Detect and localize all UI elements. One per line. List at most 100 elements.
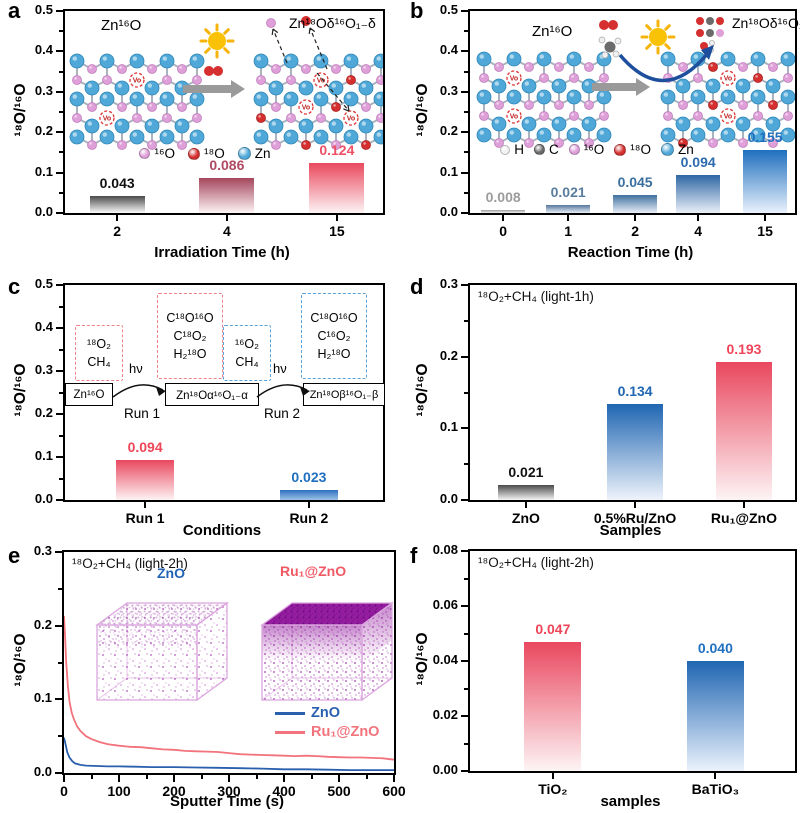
x-tick xyxy=(228,775,230,782)
x-tick xyxy=(634,502,637,508)
y-tick-label: 0.0 xyxy=(34,204,53,219)
y-tick-label: 0.3 xyxy=(34,362,53,377)
panel-c: c ¹⁸O/¹⁶O ¹⁸O₂ CH₄ C¹⁸O¹⁶O C¹⁸O₂ H₂¹⁸O ¹… xyxy=(0,272,400,544)
y-tick-label: 0.2 xyxy=(439,347,458,363)
crystal-lattice-illustration: Vo Vo Vo Vo xyxy=(476,17,795,148)
bar-Ru₁@ZnO xyxy=(715,361,772,500)
legend-item: ¹⁶O xyxy=(139,146,175,161)
x-tick-label: 100 xyxy=(107,783,131,799)
crystal-lattice-illustration: Vo Vo Vo Vo Vo xyxy=(69,16,383,150)
y-tick-label: 0.1 xyxy=(439,163,458,179)
bar-value-label: 0.021 xyxy=(508,463,544,480)
y-tick xyxy=(56,327,63,329)
legend-item: Zn xyxy=(661,142,694,157)
y-minor-tick xyxy=(464,687,468,690)
y-tick xyxy=(461,50,468,53)
x-tick-label: 600 xyxy=(382,783,406,799)
legend-item: C xyxy=(533,142,559,157)
x-axis-title: Conditions xyxy=(182,522,262,539)
y-tick-label: 0.00 xyxy=(432,762,458,777)
y-tick-label: 0.0 xyxy=(34,491,53,506)
legend-label: C xyxy=(548,142,559,157)
legend-label: H xyxy=(514,142,524,157)
legend-item: ¹⁸O xyxy=(188,146,225,161)
x-tick-label: 0.5%Ru/ZnO xyxy=(593,510,677,526)
ru-zno-line-swatch xyxy=(275,730,305,734)
y-minor-tick xyxy=(58,661,62,664)
line-legend: ZnO Ru₁@ZnO xyxy=(275,705,379,740)
line-series-ZnO xyxy=(64,737,394,772)
y-tick xyxy=(55,551,62,553)
svg-text:Vo: Vo xyxy=(510,76,518,83)
x-tick-label: Run 2 xyxy=(289,510,329,526)
y-tick xyxy=(56,212,63,214)
panel-a: a ¹⁸O/¹⁶O Vo Vo Vo Vo Vo Zn¹⁶O Zn¹⁸Oδ¹⁶O₁₋δ … xyxy=(0,0,400,272)
bar-value-label: 0.094 xyxy=(680,154,716,171)
x-tick-label: 2 xyxy=(631,223,639,239)
legend-item: Zn xyxy=(237,146,271,161)
y-minor-tick xyxy=(58,735,62,738)
line-chart-canvas xyxy=(64,616,394,772)
bar-ZnO xyxy=(497,484,554,500)
x-minor-tick xyxy=(90,775,93,779)
x-axis-title: samples xyxy=(600,793,661,810)
y-tick xyxy=(56,171,63,174)
x-tick xyxy=(63,775,65,782)
legend-label: ¹⁶O xyxy=(154,146,176,161)
y-minor-tick xyxy=(59,111,63,113)
bar-value-label: 0.043 xyxy=(99,174,135,191)
x-tick xyxy=(307,502,310,508)
catalyst-box-after-run1: Zn¹⁸Oα¹⁶O₁₋α xyxy=(165,383,259,406)
crystal-label-left: Zn¹⁶O xyxy=(101,17,142,34)
plot-title: ¹⁸O₂+CH₄ (light-2h) xyxy=(478,555,594,570)
bar-value-label: 0.086 xyxy=(209,157,245,174)
svg-text:Vo: Vo xyxy=(133,78,141,85)
zn-sphere-icon xyxy=(661,143,674,156)
x-tick-label: Ru₁@ZnO xyxy=(710,510,778,526)
svg-text:Vo: Vo xyxy=(510,114,518,121)
y-minor-tick xyxy=(59,348,63,351)
x-tick xyxy=(118,775,120,782)
y-tick-label: 0.1 xyxy=(34,163,53,179)
plot-area-c: ¹⁸O₂ CH₄ C¹⁸O¹⁶O C¹⁸O₂ H₂¹⁸O ¹⁶O₂ CH₄ C¹… xyxy=(35,276,385,526)
y-tick xyxy=(56,284,63,286)
c-sphere-icon xyxy=(533,144,545,155)
y-tick xyxy=(55,698,62,701)
y-tick xyxy=(461,770,468,772)
x-tick xyxy=(335,215,338,221)
y-tick-label: 0.06 xyxy=(432,597,458,612)
y-minor-tick xyxy=(464,70,468,73)
formula: CH₄ xyxy=(235,355,259,369)
panel-letter-f: f xyxy=(410,543,418,568)
legend-label: Zn xyxy=(254,146,271,161)
y-tick-label: 0.3 xyxy=(439,82,458,98)
products-box-run2: C¹⁸O¹⁶O C¹⁶O₂ H₂¹⁸O xyxy=(301,293,367,379)
bar-0.5%Ru/ZnO xyxy=(607,403,664,500)
y-tick xyxy=(461,90,468,93)
panel-letter-b: b xyxy=(410,0,424,23)
bar-value-label: 0.008 xyxy=(485,188,521,205)
bar-value-label: 0.045 xyxy=(617,173,653,190)
y-minor-tick xyxy=(59,477,63,480)
crystal-label-right: Zn¹⁸Oδ¹⁶O₁₋δ xyxy=(732,15,800,31)
sims-3d-cubes-inset xyxy=(95,601,394,702)
x-tick-label: 15 xyxy=(757,223,773,239)
bar-BaTiO₃ xyxy=(686,661,744,771)
x-tick xyxy=(225,215,228,221)
o18-sphere-icon xyxy=(614,143,627,156)
plot-title: ¹⁸O₂+CH₄ (light-2h) xyxy=(72,556,188,571)
y-tick xyxy=(56,413,63,415)
y-tick xyxy=(56,10,63,12)
svg-text:Vo: Vo xyxy=(724,76,732,83)
y-minor-tick xyxy=(59,391,63,394)
svg-text:Vo: Vo xyxy=(317,78,325,85)
plot-area-d: ¹⁸O₂+CH₄ (light-1h) 0.0 0.1 0.2 0.3 0.021 ZnO… xyxy=(440,276,797,526)
y-tick-label: 0.1 xyxy=(33,690,52,706)
formula: CH₄ xyxy=(87,355,111,369)
atom-legend: ¹⁶O ¹⁸O Zn xyxy=(90,146,320,161)
y-tick-label: 0.02 xyxy=(432,707,458,722)
formula: C¹⁶O₂ xyxy=(317,329,351,343)
x-minor-tick xyxy=(255,775,258,779)
x-tick xyxy=(116,215,119,221)
